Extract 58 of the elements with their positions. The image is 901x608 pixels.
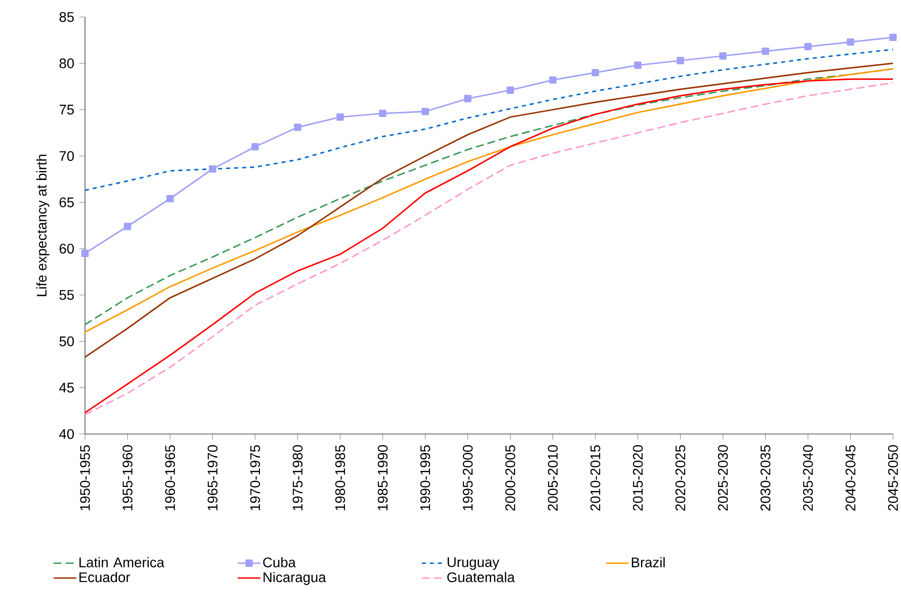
point: [251, 143, 259, 150]
legend-label: Latin America: [80, 557, 164, 568]
point: [889, 34, 897, 42]
point: [634, 62, 642, 69]
x-tick-label: 2015-2020: [632, 445, 643, 511]
legend-label: Brazil: [632, 557, 665, 568]
point: [208, 165, 216, 173]
point: [294, 124, 302, 131]
x-tick-label: 2025-2030: [718, 445, 728, 511]
point: [549, 76, 556, 84]
x-tick-label: 1965-1970: [208, 445, 218, 510]
y-tick-label: 55: [59, 290, 74, 300]
x-tick-label: 1970-1975: [250, 445, 260, 510]
point: [762, 48, 770, 55]
y-tick-label: 60: [60, 244, 74, 254]
x-tick-label: 2035-2040: [803, 445, 813, 511]
y-tick-label: 85: [60, 12, 74, 22]
y-tick-label: 50: [59, 336, 74, 346]
x-tick-label: 1975-1980: [292, 445, 303, 510]
x-tick-label: 2040-2045: [846, 445, 856, 511]
point: [592, 68, 599, 76]
x-tick-label: 2020-2025: [675, 445, 686, 511]
x-tick-label: 1990-1995: [420, 445, 430, 510]
point: [81, 250, 89, 257]
point: [464, 94, 472, 102]
point: [336, 113, 344, 121]
point: [422, 108, 429, 116]
point: [676, 56, 684, 64]
point: [846, 38, 854, 46]
x-tick-label: 1955-1960: [122, 445, 132, 510]
point: [804, 43, 812, 50]
legend-label: Uruguay: [448, 557, 500, 570]
y-tick-label: 75: [60, 104, 74, 115]
point: [166, 194, 174, 202]
point: [124, 222, 132, 230]
x-tick-label: 2030-2035: [760, 445, 770, 511]
y-tick-label: 45: [59, 382, 74, 393]
legend-label: Ecuador: [80, 572, 130, 582]
y-tick-label: 70: [60, 151, 74, 161]
x-tick-label: 2010-2015: [590, 445, 600, 511]
y-axis-title: Life expectancy at birth: [36, 154, 50, 296]
x-tick-label: 1980-1985: [335, 445, 346, 510]
x-tick-label: 1950-1955: [80, 445, 90, 510]
legend-label: Guatemala: [447, 572, 515, 582]
x-tick-label: 1995-2000: [462, 445, 473, 510]
legend-label: Nicaragua: [264, 572, 326, 585]
y-tick-label: 40: [59, 429, 74, 439]
x-tick-label: 1985-1990: [378, 445, 388, 510]
point: [506, 86, 514, 94]
x-tick-label: 1960-1965: [165, 445, 175, 510]
y-tick-label: 65: [60, 197, 74, 208]
legend-label: Cuba: [263, 557, 296, 568]
x-tick-label: 2000-2005: [505, 445, 516, 511]
point: [379, 110, 386, 118]
point: [719, 52, 727, 60]
x-tick-label: 2045-2050: [888, 445, 898, 511]
x-tick-label: 2005-2010: [548, 445, 558, 511]
y-tick-label: 80: [60, 58, 74, 68]
